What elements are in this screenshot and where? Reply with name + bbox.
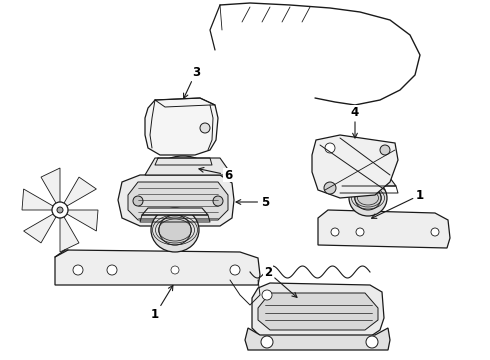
Circle shape [230,265,240,275]
Ellipse shape [159,215,191,245]
Text: 5: 5 [236,195,269,208]
Circle shape [171,266,179,274]
Polygon shape [312,135,398,198]
Polygon shape [60,214,79,252]
Circle shape [261,336,273,348]
Circle shape [262,290,272,300]
Polygon shape [24,214,57,243]
Polygon shape [65,210,98,231]
Circle shape [190,165,200,175]
Polygon shape [55,250,260,285]
Circle shape [431,228,439,236]
Ellipse shape [157,156,209,188]
Circle shape [73,265,83,275]
Ellipse shape [151,208,199,252]
Text: 6: 6 [199,167,232,181]
Polygon shape [63,177,97,206]
Polygon shape [22,189,55,210]
Polygon shape [318,210,450,248]
Polygon shape [118,175,234,226]
Circle shape [366,336,378,348]
Circle shape [356,228,364,236]
Polygon shape [145,98,218,155]
Polygon shape [245,328,390,350]
Circle shape [213,196,223,206]
Polygon shape [41,168,60,206]
Polygon shape [258,293,378,330]
Circle shape [200,123,210,133]
Text: 1: 1 [151,285,173,321]
Polygon shape [342,178,396,186]
Circle shape [325,143,335,153]
Ellipse shape [355,186,381,210]
Text: 3: 3 [184,66,200,98]
Polygon shape [128,182,228,220]
Circle shape [324,182,336,194]
Polygon shape [142,208,208,215]
Text: 2: 2 [264,266,297,297]
Circle shape [380,145,390,155]
Polygon shape [145,158,232,175]
Ellipse shape [167,161,199,183]
Circle shape [107,265,117,275]
Circle shape [52,202,68,218]
Circle shape [133,196,143,206]
Polygon shape [252,283,384,338]
Ellipse shape [349,180,387,216]
Circle shape [57,207,63,213]
Text: 1: 1 [371,189,424,218]
Circle shape [331,228,339,236]
Text: 4: 4 [351,105,359,138]
